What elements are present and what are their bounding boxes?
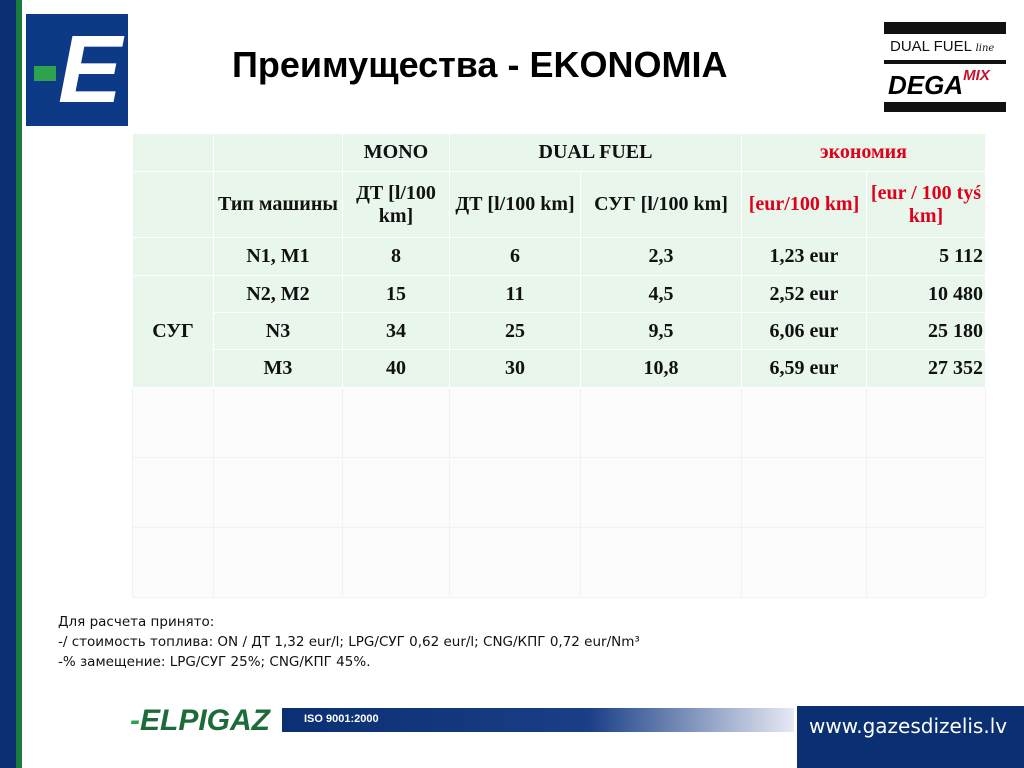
empty-cell — [580, 457, 742, 528]
cell-dual-lpg: 9,5 — [580, 312, 742, 350]
iso-bar: ISO 9001:2000 — [282, 708, 794, 732]
col-header-eur100k: [eur / 100 tyś km] — [866, 171, 986, 238]
dega-brand-suffix: MIX — [963, 67, 990, 84]
col-header-mono-dt: ДТ [l/100 km] — [342, 171, 450, 238]
dega-line1-suffix: line — [975, 43, 995, 54]
empty-cell — [866, 457, 986, 528]
website-box[interactable]: www.gazesdizelis.lv — [797, 706, 1024, 768]
col-header-dual-dt: ДТ [l/100 km] — [449, 171, 581, 238]
row-blank — [132, 237, 214, 276]
logo-letter: E — [58, 16, 123, 123]
empty-cell — [449, 457, 581, 528]
ekonomia-logo: E — [26, 14, 128, 126]
header-blank — [213, 133, 343, 172]
empty-cell — [580, 527, 742, 598]
empty-cell — [342, 457, 450, 528]
cell-dual-dt: 25 — [449, 312, 581, 350]
logo-dash — [34, 66, 56, 81]
cell-dual-lpg: 2,3 — [580, 237, 742, 276]
cell-mono-dt: 15 — [342, 275, 450, 313]
dega-line1: DUAL FUEL — [890, 38, 972, 55]
elpigaz-text: ELPIGAZ — [140, 704, 271, 737]
empty-cell — [132, 527, 214, 598]
empty-cell — [866, 387, 986, 458]
cell-eur100: 1,23 eur — [741, 237, 867, 276]
cell-mono-dt: 8 — [342, 237, 450, 276]
dega-brand: DEGA — [888, 70, 964, 100]
calculation-notes: Для расчета принято: -/ стоимость топлив… — [58, 612, 640, 672]
notes-line-2: -/ стоимость топлива: ON / ДТ 1,32 eur/l… — [58, 634, 640, 650]
group-header-mono: MONO — [342, 133, 450, 172]
col-header-eur100: [eur/100 km] — [741, 171, 867, 238]
col-header-dual-lpg: СУГ [l/100 km] — [580, 171, 742, 238]
cell-dual-lpg: 10,8 — [580, 349, 742, 388]
cell-eur100: 6,59 eur — [741, 349, 867, 388]
left-navy-stripe — [0, 0, 16, 768]
slide-title: Преимущества - EKONOMIA — [232, 44, 728, 85]
notes-line-3: -% замещение: LPG/СУГ 25%; CNG/КПГ 45%. — [58, 654, 371, 670]
dega-logo-top: DUAL FUEL line — [884, 34, 1006, 60]
empty-cell — [342, 387, 450, 458]
empty-cell — [213, 387, 343, 458]
table-row: N1, M1 8 6 2,3 1,23 eur 5 112 — [132, 237, 986, 276]
cell-eur100k: 27 352 — [866, 349, 986, 388]
empty-cell — [741, 387, 867, 458]
group-header-dual: DUAL FUEL — [449, 133, 742, 172]
cell-dual-dt: 30 — [449, 349, 581, 388]
header-blank — [132, 133, 214, 172]
cell-mono-dt: 34 — [342, 312, 450, 350]
cell-type: N1, M1 — [213, 237, 343, 276]
empty-cell — [132, 457, 214, 528]
cell-eur100: 2,52 eur — [741, 275, 867, 313]
cell-eur100k: 10 480 — [866, 275, 986, 313]
iso-text: ISO 9001:2000 — [304, 713, 379, 725]
table-row: M3 40 30 10,8 6,59 eur 27 352 — [133, 349, 986, 388]
notes-line-1: Для расчета принято: — [58, 614, 215, 630]
empty-cell — [449, 527, 581, 598]
group-header-row: MONO DUAL FUEL экономия — [132, 133, 986, 172]
elpigaz-logo: -ELPIGAZ — [130, 704, 270, 738]
elpigaz-dash: - — [130, 704, 140, 737]
dega-logo-bottom: DEGAMIX — [884, 64, 1006, 102]
empty-cell — [449, 387, 581, 458]
empty-row — [132, 527, 986, 598]
col-header-type: Тип машины — [213, 171, 343, 238]
cell-type: M3 — [213, 349, 343, 388]
economy-table: MONO DUAL FUEL экономия Тип машины ДТ [l… — [132, 133, 986, 598]
table-row: СУГ N2, M2 15 11 4,5 2,52 eur 10 480 — [132, 275, 986, 388]
empty-cell — [342, 527, 450, 598]
cell-dual-dt: 11 — [449, 275, 581, 313]
empty-cell — [213, 527, 343, 598]
header-blank — [132, 171, 214, 238]
empty-row — [132, 457, 986, 528]
cell-type: N2, M2 — [213, 275, 343, 313]
cell-eur100k: 5 112 — [866, 237, 986, 276]
empty-cell — [741, 457, 867, 528]
cell-type: N3 — [213, 312, 343, 350]
empty-cell — [132, 387, 214, 458]
row-group-label: СУГ — [132, 275, 214, 388]
empty-cell — [213, 457, 343, 528]
column-header-row: Тип машины ДТ [l/100 km] ДТ [l/100 km] С… — [132, 171, 986, 238]
cell-dual-dt: 6 — [449, 237, 581, 276]
empty-cell — [580, 387, 742, 458]
left-green-stripe — [16, 0, 22, 768]
website-link[interactable]: www.gazesdizelis.lv — [809, 714, 1008, 738]
empty-cell — [741, 527, 867, 598]
empty-row — [132, 387, 986, 458]
cell-eur100: 6,06 eur — [741, 312, 867, 350]
group-header-savings: экономия — [741, 133, 986, 172]
cell-dual-lpg: 4,5 — [580, 275, 742, 313]
empty-cell — [866, 527, 986, 598]
dega-mix-logo: DUAL FUEL line DEGAMIX — [884, 22, 1006, 112]
table-row: N3 34 25 9,5 6,06 eur 25 180 — [133, 312, 986, 350]
cell-mono-dt: 40 — [342, 349, 450, 388]
cell-eur100k: 25 180 — [866, 312, 986, 350]
